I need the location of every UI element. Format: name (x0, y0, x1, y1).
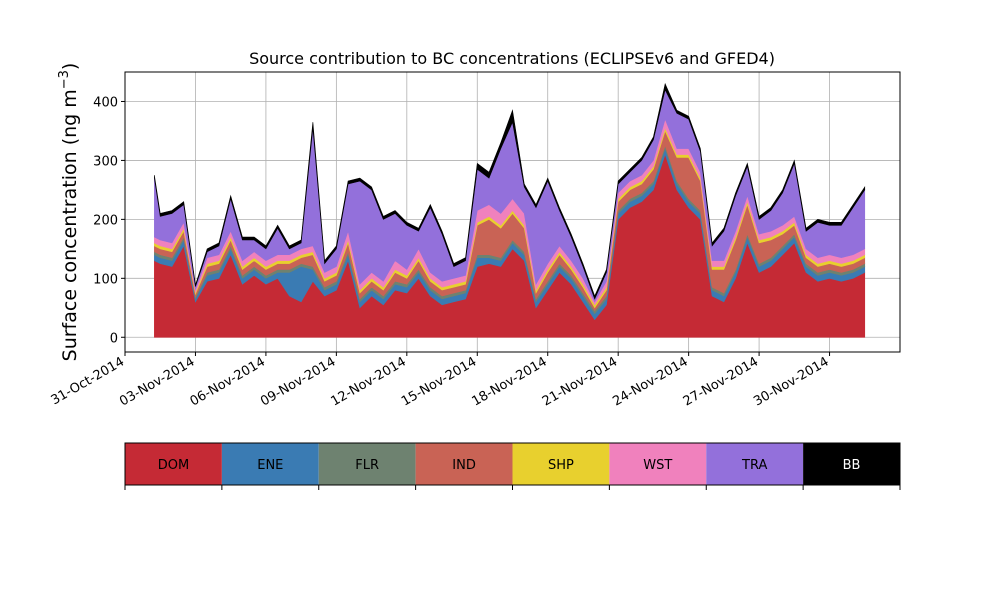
legend-label-dom: DOM (158, 458, 189, 473)
x-tick-label: 15-Nov-2014 (399, 354, 479, 409)
x-tick-label: 18-Nov-2014 (469, 354, 549, 409)
y-axis-label-exponent: −3 (57, 70, 72, 89)
legend: DOM ENE FLR IND SHP WST TRA BB (124, 442, 901, 490)
y-axis-label-close: ) (59, 63, 81, 70)
x-tick-label: 03-Nov-2014 (117, 354, 197, 409)
legend-label-flr: FLR (355, 458, 379, 473)
y-tick-label: 100 (93, 272, 118, 287)
legend-label-shp: SHP (548, 458, 574, 473)
series-areas (154, 82, 866, 338)
x-tick-label: 06-Nov-2014 (188, 354, 268, 409)
x-tick-label: 24-Nov-2014 (610, 354, 690, 409)
x-tick-label: 30-Nov-2014 (751, 354, 831, 409)
x-axis: 31-Oct-201403-Nov-201406-Nov-201409-Nov-… (49, 352, 832, 409)
legend-label-wst: WST (643, 458, 672, 473)
legend-label-tra: TRA (741, 458, 767, 473)
plot-frame (124, 71, 901, 353)
x-tick-label: 27-Nov-2014 (681, 354, 761, 409)
y-tick-label: 0 (110, 331, 118, 346)
legend-swatch-ene (221, 443, 319, 485)
legend-swatch-dom (125, 443, 222, 485)
y-axis-label-main: Surface concentration (ng m (59, 89, 81, 361)
legend-swatch-shp (512, 443, 610, 485)
legend-swatch-tra (706, 443, 804, 485)
legend-swatch-bb (803, 443, 900, 485)
legend-label-ind: IND (452, 458, 476, 473)
legend-label-bb: BB (843, 458, 861, 473)
y-tick-label: 400 (93, 95, 118, 110)
legend-label-ene: ENE (257, 458, 283, 473)
x-tick-label: 31-Oct-2014 (49, 354, 127, 408)
legend-swatch-ind (415, 443, 513, 485)
x-tick-label: 21-Nov-2014 (540, 354, 620, 409)
x-tick-label: 09-Nov-2014 (258, 354, 338, 409)
x-tick-label: 12-Nov-2014 (329, 354, 409, 409)
y-tick-label: 300 (93, 154, 118, 169)
y-axis: 0 100 200 300 400 (93, 95, 125, 346)
legend-swatch-wst (609, 443, 707, 485)
chart-title: Source contribution to BC concentrations… (249, 49, 775, 68)
legend-swatch-flr (318, 443, 416, 485)
y-tick-label: 200 (93, 213, 118, 228)
series-area-bb (154, 82, 866, 300)
y-axis-label: Surface concentration (ng m−3) (57, 63, 81, 362)
